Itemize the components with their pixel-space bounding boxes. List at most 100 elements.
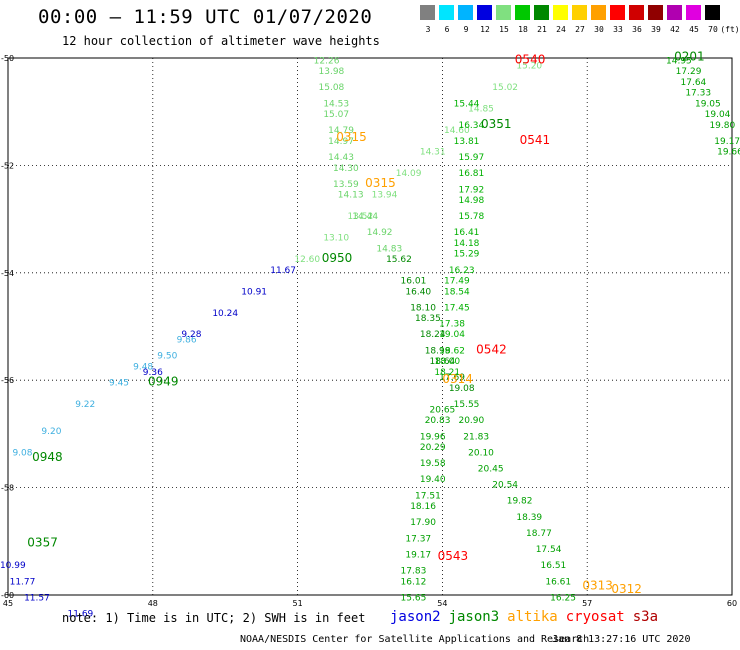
legend-label-9: 9 xyxy=(463,25,469,34)
wave-height-label: 14.31 xyxy=(420,148,446,158)
tick-lat--52: -52 xyxy=(1,161,14,170)
wave-height-label: 14.98 xyxy=(458,196,484,206)
wave-height-label: 19.17 xyxy=(714,137,740,147)
wave-height-label: 12.60 xyxy=(294,255,320,265)
footer-timestamp: Jan 8 13:27:16 UTC 2020 xyxy=(552,634,691,645)
legend-label-12: 12 xyxy=(480,25,490,34)
wave-height-label: 9.28 xyxy=(181,330,201,340)
wave-height-label: 14.79 xyxy=(328,126,354,136)
tick-lat--50: -50 xyxy=(1,54,14,63)
legend-label-15: 15 xyxy=(499,25,509,34)
satellite-altika: altika xyxy=(507,609,558,625)
wave-height-label: 9.48 xyxy=(133,362,153,372)
wave-height-label: 20.10 xyxy=(468,448,494,458)
wave-height-label: 18.77 xyxy=(526,529,552,539)
pass-time-0543: 0543 xyxy=(438,549,469,563)
footer-credit: NOAA/NESDIS Center for Satellite Applica… xyxy=(240,634,590,645)
wave-height-label: 15.07 xyxy=(323,110,349,120)
wave-height-label: 18.35 xyxy=(415,314,441,324)
pass-time-0312: 0312 xyxy=(611,582,642,596)
wave-height-label: 15.97 xyxy=(458,153,484,163)
pass-time-0315: 0315 xyxy=(336,130,367,144)
legend-swatch-21 xyxy=(534,5,549,20)
legend-label-3: 3 xyxy=(425,25,431,34)
legend-swatch-45 xyxy=(686,5,701,20)
wave-height-label: 16.41 xyxy=(454,228,480,238)
track-t3: 12.60 13.10 13.52 13.94 14.09 14.31 14.60 14.85… xyxy=(294,62,542,265)
wave-height-label: 19.58 xyxy=(420,459,446,469)
tick-lon-48: 48 xyxy=(148,599,158,608)
wave-height-label: 17.38 xyxy=(439,320,465,330)
tick-lon-51: 51 xyxy=(293,599,303,608)
wave-height-label: 18.16 xyxy=(410,502,436,512)
wave-height-label: 18.24 xyxy=(420,330,446,340)
wave-height-label: 15.20 xyxy=(516,62,542,72)
wave-height-label: 11.67 xyxy=(270,266,296,276)
track-t2: 9.36 9.28 10.24 10.91 11.67 xyxy=(143,266,296,378)
pass-time-0357: 0357 xyxy=(27,536,58,550)
legend-label-27: 27 xyxy=(575,25,585,34)
wave-height-label: 16.40 xyxy=(405,287,431,297)
wave-height-label: 9.22 xyxy=(75,400,95,410)
pass-time-0315: 0315 xyxy=(365,176,396,190)
wave-height-label: 18.54 xyxy=(444,287,470,297)
legend-swatch-6 xyxy=(439,5,454,20)
legend-swatch-9 xyxy=(458,5,473,20)
legend-label-6: 6 xyxy=(444,25,450,34)
map-border xyxy=(7,57,733,596)
wave-height-label: 15.55 xyxy=(454,400,480,410)
legend-swatch-3 xyxy=(420,5,435,20)
wave-height-label: 15.08 xyxy=(319,83,345,93)
tick-lat--56: -56 xyxy=(1,376,14,385)
wave-height-label: 14.13 xyxy=(338,191,364,201)
wave-height-label: 13.98 xyxy=(319,67,345,77)
satellite-legend: jason2 jason3 altika cryosat s3a xyxy=(390,609,666,625)
wave-height-label: 17.69 xyxy=(439,373,465,383)
wave-height-label: 13.59 xyxy=(333,180,359,190)
wave-height-label: 20.83 xyxy=(425,416,451,426)
wave-height-label: 17.51 xyxy=(415,491,441,501)
wave-height-label: 16.23 xyxy=(449,266,475,276)
legend-swatch-27 xyxy=(572,5,587,20)
satellite-cryosat: cryosat xyxy=(565,609,625,625)
pass-time-0313: 0313 xyxy=(582,579,613,593)
axis-tick-labels: 45 48 51 54 57 60 -50 -52 -54 -56 -58 -60 xyxy=(1,54,737,608)
wave-height-label: 17.49 xyxy=(444,277,470,287)
legend-label-18: 18 xyxy=(518,25,528,34)
legend-label-42: 42 xyxy=(670,25,680,34)
wave-height-label: 9.50 xyxy=(157,352,177,362)
wave-height-label: 20.54 xyxy=(492,481,518,491)
map-grid xyxy=(8,58,732,595)
wave-height-label: 14.95 xyxy=(666,56,692,66)
wave-height-label: 16.61 xyxy=(545,577,571,587)
wave-height-label: 11.57 xyxy=(24,593,50,603)
legend-label-70: 70 xyxy=(708,25,718,34)
tick-lat--58: -58 xyxy=(1,484,14,493)
wave-height-label: 15.65 xyxy=(401,593,427,603)
track-t8: 15.55 20.90 21.83 20.10 20.45 20.54 19.82 18.39… xyxy=(454,400,576,603)
wave-height-label: 14.43 xyxy=(328,153,354,163)
wave-height-label: 20.90 xyxy=(458,416,484,426)
legend-label-30: 30 xyxy=(594,25,604,34)
wave-height-label: 16.01 xyxy=(401,277,427,287)
map-frame xyxy=(7,57,733,596)
wave-height-label: 17.64 xyxy=(681,78,707,88)
wave-height-label: 19.80 xyxy=(709,121,735,131)
wave-height-label: 18.21 xyxy=(434,368,460,378)
wave-height-label: 15.44 xyxy=(454,99,480,109)
legend-swatch-42 xyxy=(667,5,682,20)
wave-height-label: 17.37 xyxy=(405,534,431,544)
wave-height-label: 19.17 xyxy=(405,550,431,560)
legend-unit: (ft) xyxy=(720,25,740,34)
wave-height-label: 17.54 xyxy=(536,545,562,555)
wave-height-label: 17.83 xyxy=(401,567,427,577)
wave-height-label: 16.34 xyxy=(458,121,484,131)
wave-height-label: 14.09 xyxy=(396,169,422,179)
wave-height-label: 18.64 xyxy=(430,357,456,367)
wave-height-label: 20.45 xyxy=(478,464,504,474)
legend-swatch-12 xyxy=(477,5,492,20)
legend-label-21: 21 xyxy=(537,25,547,34)
